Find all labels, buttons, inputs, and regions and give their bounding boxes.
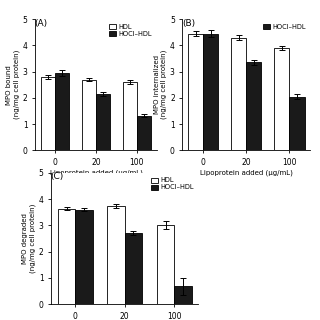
Bar xyxy=(41,77,55,150)
X-axis label: Lipoprotein added (μg/mL): Lipoprotein added (μg/mL) xyxy=(200,170,293,176)
Bar xyxy=(203,34,218,150)
Text: (C): (C) xyxy=(51,172,64,181)
Legend: HDL, HOCl–HDL: HDL, HOCl–HDL xyxy=(149,176,195,192)
Y-axis label: MPO degraded
(ng/mg cell protein): MPO degraded (ng/mg cell protein) xyxy=(22,204,36,273)
Legend: HOCl–HDL: HOCl–HDL xyxy=(261,22,307,31)
Text: (A): (A) xyxy=(35,19,48,28)
Bar xyxy=(246,62,261,150)
Legend: HDL, HOCl–HDL: HDL, HOCl–HDL xyxy=(108,22,154,38)
Bar xyxy=(58,209,75,304)
Bar xyxy=(275,48,290,150)
Bar xyxy=(174,286,192,304)
Y-axis label: MPO bound
(ng/mg cell protein): MPO bound (ng/mg cell protein) xyxy=(6,50,20,119)
Bar xyxy=(123,82,137,150)
Bar xyxy=(231,37,246,150)
Bar xyxy=(55,73,69,150)
Text: (B): (B) xyxy=(182,19,195,28)
Y-axis label: MPO internalized
(ng/mg cell protein): MPO internalized (ng/mg cell protein) xyxy=(154,50,167,119)
Bar xyxy=(290,97,305,150)
Bar xyxy=(157,225,174,304)
Bar xyxy=(137,116,151,150)
Bar xyxy=(96,94,110,150)
Bar xyxy=(82,80,96,150)
X-axis label: Lipoprotein added (μg/mL): Lipoprotein added (μg/mL) xyxy=(50,170,142,176)
Bar xyxy=(188,34,203,150)
Bar xyxy=(108,206,125,304)
Bar xyxy=(125,233,142,304)
Bar xyxy=(75,210,92,304)
